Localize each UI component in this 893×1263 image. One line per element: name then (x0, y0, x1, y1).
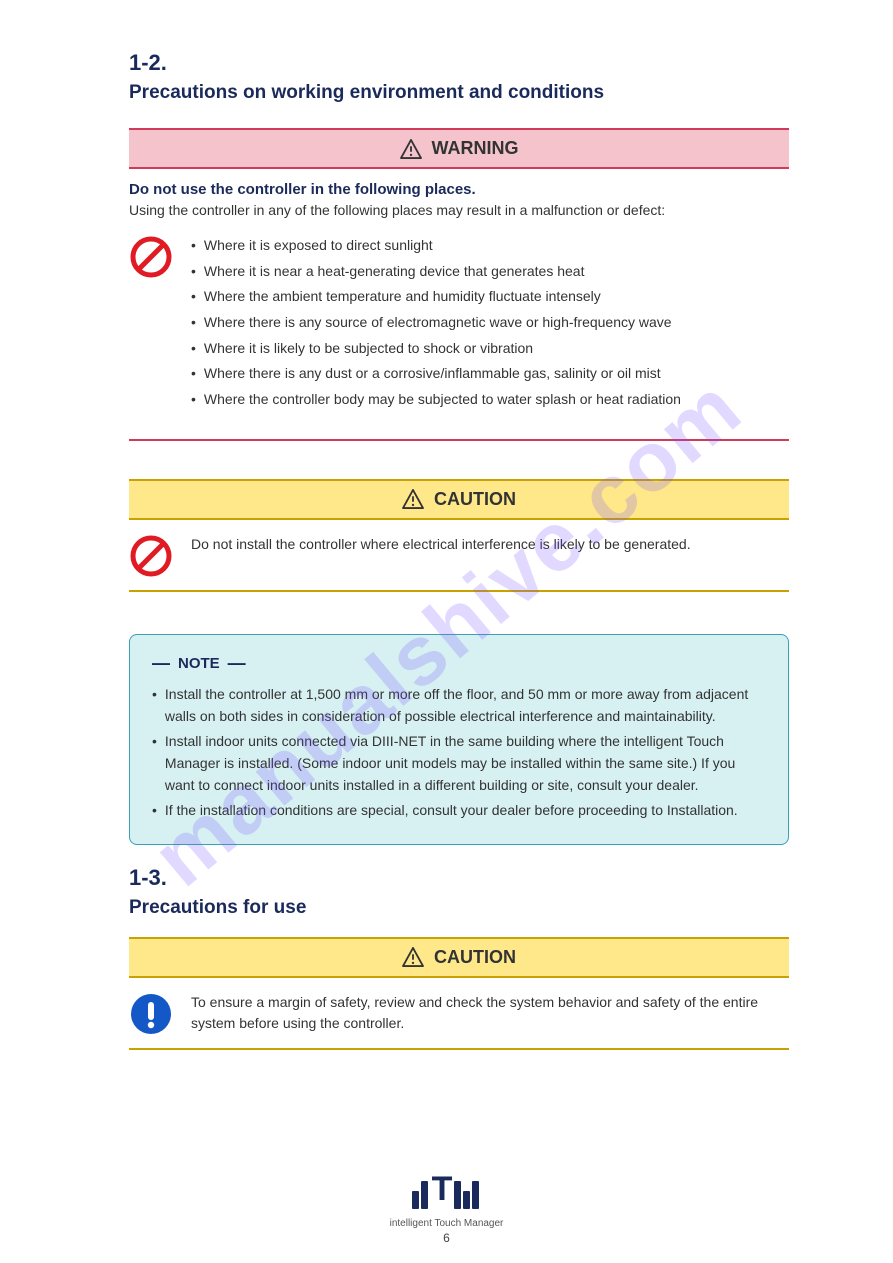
list-text: Where there is any source of electromagn… (204, 312, 672, 334)
caution-end-rule (129, 1048, 789, 1050)
list-item: •Where the ambient temperature and humid… (191, 286, 783, 308)
alert-triangle-icon (400, 139, 422, 159)
mandatory-icon (129, 992, 173, 1036)
list-text: Where the ambient temperature and humidi… (204, 286, 601, 308)
alert-triangle-icon (402, 947, 424, 967)
caution2-text: To ensure a margin of safety, review and… (191, 992, 789, 1034)
page-number: 6 (0, 1231, 893, 1245)
list-text: If the installation conditions are speci… (165, 800, 738, 822)
warning-intro: Using the controller in any of the follo… (129, 200, 789, 221)
list-text: Install the controller at 1,500 mm or mo… (165, 684, 766, 727)
warning-banner: WARNING (129, 128, 789, 169)
list-item: •Where the controller body may be subjec… (191, 389, 783, 411)
section-title: Precautions on working environment and c… (129, 82, 789, 104)
caution-end-rule (129, 590, 789, 592)
content: 1-2. Precautions on working environment … (129, 50, 789, 1050)
list-item: •Where it is likely to be subjected to s… (191, 338, 783, 360)
page: manualshive.com 1-2. Precautions on work… (0, 0, 893, 1263)
note-title: NOTE (178, 655, 220, 672)
list-item: •Where it is near a heat-generating devi… (191, 261, 783, 283)
note-title-row: — NOTE — (152, 653, 766, 674)
list-text: Where it is likely to be subjected to sh… (204, 338, 533, 360)
logo: T (412, 1170, 482, 1209)
list-item: •Where there is any dust or a corrosive/… (191, 363, 783, 385)
note-box: — NOTE — •Install the controller at 1,50… (129, 634, 789, 845)
list-item: •Install the controller at 1,500 mm or m… (152, 684, 766, 727)
list-item: •If the installation conditions are spec… (152, 800, 766, 822)
prohibit-icon (129, 235, 173, 279)
caution1-text: Do not install the controller where elec… (191, 534, 789, 555)
footer-sub: intelligent Touch Manager (0, 1218, 893, 1229)
list-text: Where there is any dust or a corrosive/i… (204, 363, 661, 385)
caution-label: CAUTION (434, 947, 516, 968)
footer: T intelligent Touch Manager (0, 1170, 893, 1229)
warning-heading: Do not use the controller in the followi… (129, 181, 789, 198)
warning-row: •Where it is exposed to direct sunlight … (129, 235, 789, 415)
warning-label: WARNING (432, 138, 519, 159)
caution-label: CAUTION (434, 489, 516, 510)
warning-list: •Where it is exposed to direct sunlight … (191, 235, 789, 415)
prohibit-icon (129, 534, 173, 578)
list-text: Where the controller body may be subject… (204, 389, 681, 411)
list-text: Install indoor units connected via DIII-… (165, 731, 766, 796)
section2-title: Precautions for use (129, 897, 789, 919)
list-item: •Install indoor units connected via DIII… (152, 731, 766, 796)
list-item: •Where it is exposed to direct sunlight (191, 235, 783, 257)
caution-banner: CAUTION (129, 937, 789, 978)
list-text: Where it is near a heat-generating devic… (204, 261, 585, 283)
list-item: •Where there is any source of electromag… (191, 312, 783, 334)
alert-triangle-icon (402, 489, 424, 509)
caution1-row: Do not install the controller where elec… (129, 534, 789, 578)
list-text: Where it is exposed to direct sunlight (204, 235, 433, 257)
caution2-row: To ensure a margin of safety, review and… (129, 992, 789, 1036)
section2-number: 1-3. (129, 865, 789, 891)
caution-banner: CAUTION (129, 479, 789, 520)
section-number: 1-2. (129, 50, 789, 76)
